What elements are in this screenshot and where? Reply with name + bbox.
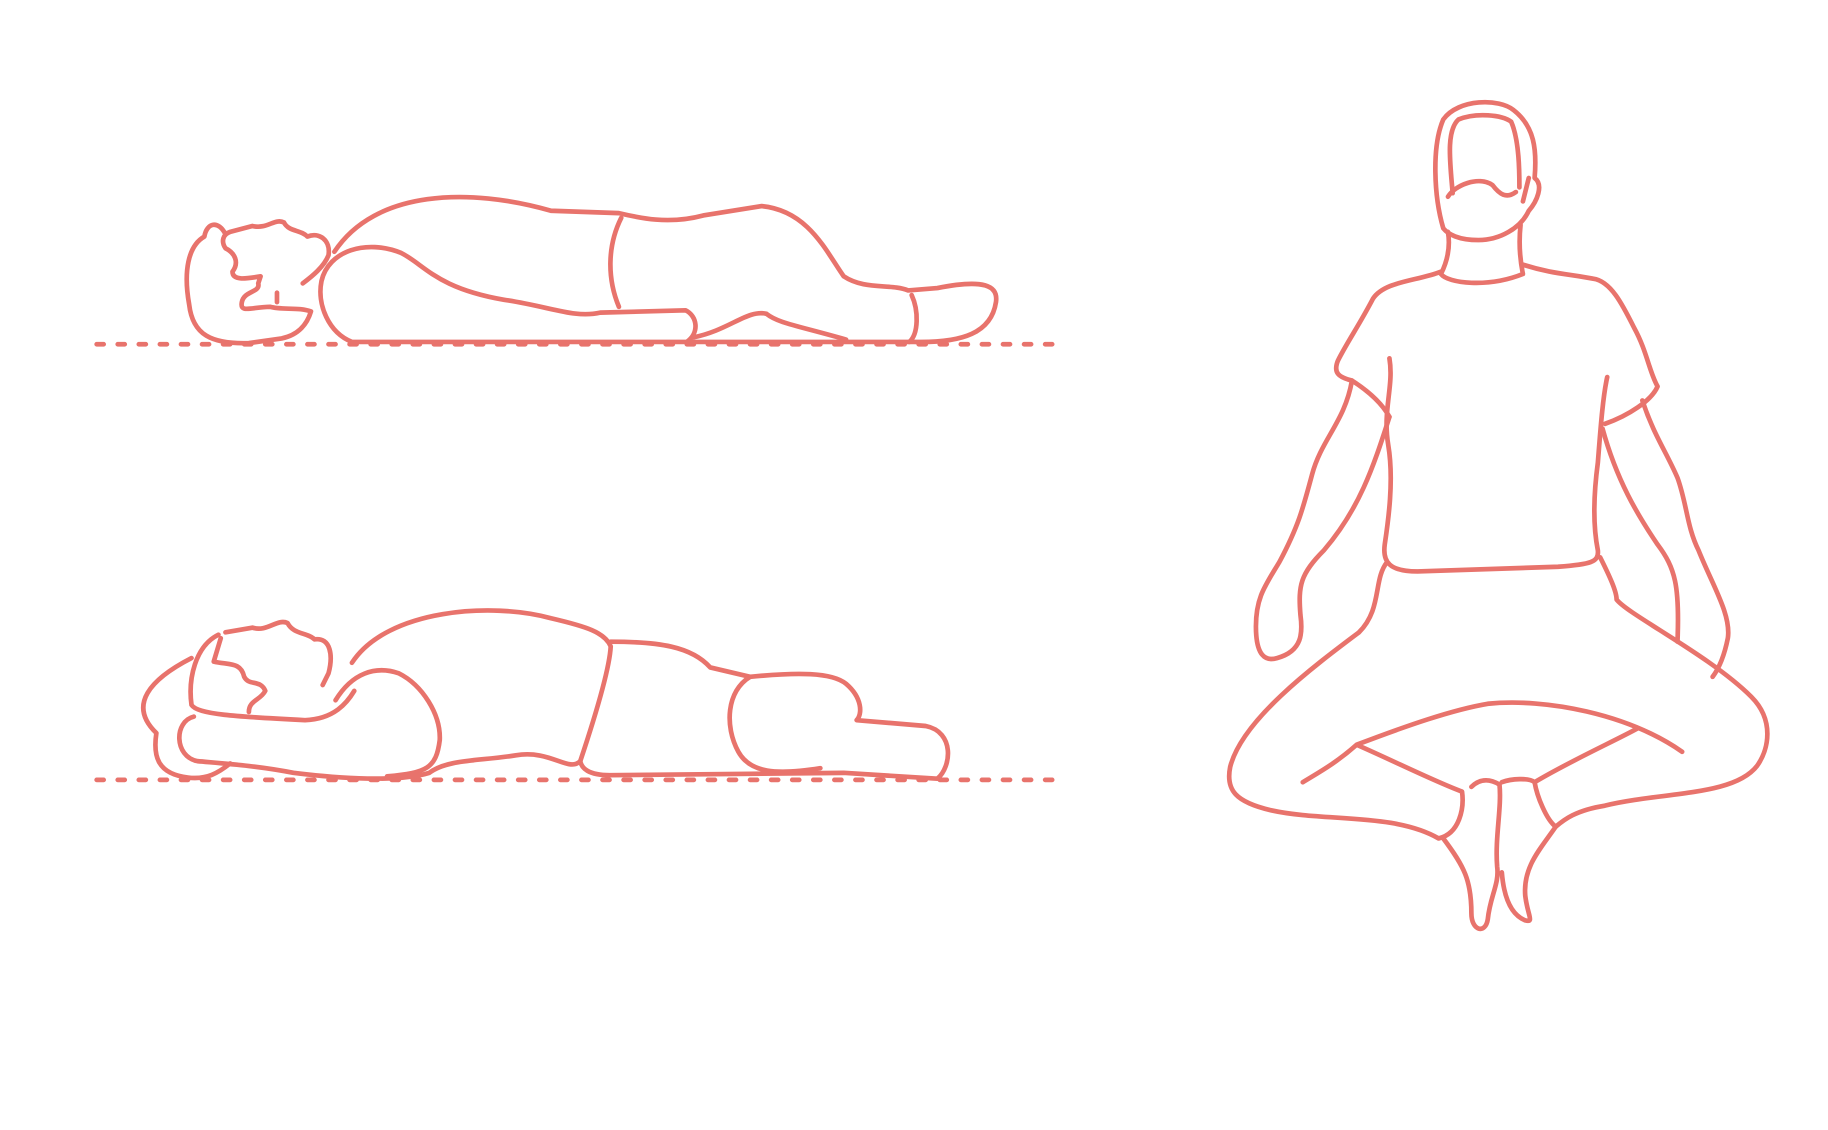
knee — [608, 215, 624, 310]
lying-figure-side — [94, 608, 1063, 783]
neck-shoulders — [1333, 222, 1660, 427]
torso — [1381, 355, 1610, 574]
head — [1433, 99, 1542, 243]
arm — [333, 668, 443, 779]
right-arm — [1600, 398, 1731, 680]
upper-leg — [727, 674, 823, 775]
legs — [1226, 555, 1770, 841]
lying-figure-back — [94, 194, 1063, 347]
head — [188, 619, 357, 723]
sitting-figure — [1226, 99, 1770, 932]
torso — [177, 608, 614, 781]
hips-legs — [577, 639, 951, 782]
head — [184, 219, 332, 346]
torso — [318, 194, 999, 345]
leg-ridge — [691, 310, 849, 342]
left-arm — [1253, 378, 1392, 662]
shin — [906, 292, 919, 345]
pillow — [141, 655, 233, 781]
feet — [1440, 776, 1559, 932]
